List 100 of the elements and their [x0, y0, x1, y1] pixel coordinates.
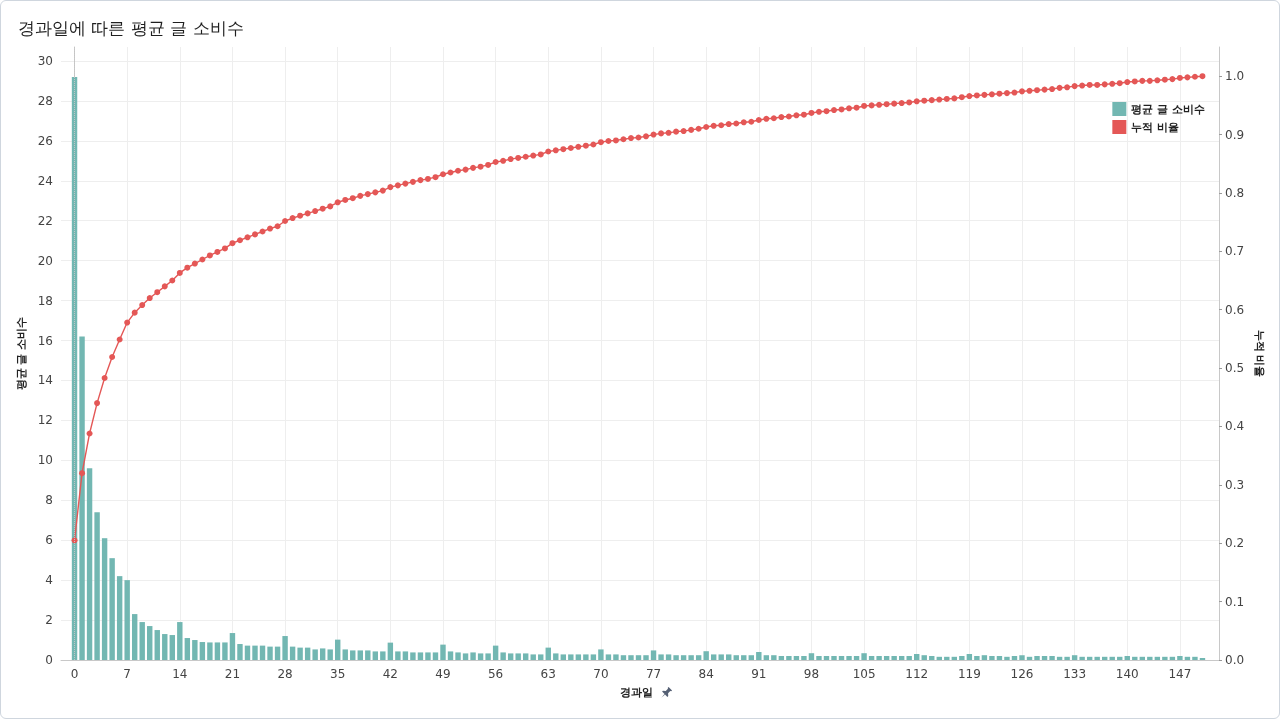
bar	[372, 651, 379, 660]
bar	[147, 626, 153, 660]
bar	[387, 642, 394, 660]
bar	[545, 647, 551, 660]
x-tick-label: 0	[70, 667, 79, 681]
bar	[763, 655, 770, 660]
bar	[222, 642, 228, 660]
bar	[1064, 656, 1070, 660]
y-tick-label: 8	[45, 493, 53, 508]
bar	[628, 655, 634, 660]
bar	[1124, 656, 1130, 660]
y-tick-label: 24	[37, 173, 53, 188]
x-tick-label: 91	[751, 667, 767, 681]
bar	[650, 650, 657, 660]
bar	[1071, 655, 1078, 660]
x-tick-label: 147	[1168, 667, 1192, 681]
bar	[748, 655, 754, 660]
bar	[568, 654, 574, 660]
bar	[553, 653, 559, 660]
legend-label: 누적 비율	[1131, 120, 1180, 134]
x-tick-label: 119	[957, 667, 981, 681]
bar	[831, 656, 837, 660]
bar	[771, 655, 777, 660]
bar	[868, 656, 875, 660]
bar	[718, 654, 724, 660]
bar	[312, 649, 318, 660]
bar	[891, 656, 897, 660]
y2-tick-label: 0.1	[1225, 594, 1245, 609]
y2-tick-label: 0.6	[1225, 302, 1245, 317]
y-tick-label: 0	[45, 653, 53, 667]
bar	[996, 656, 1003, 660]
bar	[838, 656, 845, 660]
y2-axis-title: 누적 비율	[1254, 329, 1267, 378]
y-tick-label: 10	[37, 453, 53, 468]
bar	[876, 656, 882, 660]
bar	[1192, 656, 1198, 660]
bar	[139, 622, 145, 660]
bar	[530, 654, 536, 660]
bar	[162, 634, 168, 660]
bar	[966, 654, 973, 660]
x-tick-label: 28	[277, 667, 293, 681]
bar	[207, 642, 213, 660]
bar	[695, 655, 702, 660]
bar	[665, 654, 672, 660]
bar	[470, 652, 476, 660]
bar	[440, 644, 446, 660]
bar	[402, 651, 409, 660]
bar	[816, 656, 822, 660]
bar	[380, 651, 386, 660]
bar	[1147, 656, 1153, 660]
bar	[267, 646, 273, 660]
bar	[425, 652, 431, 660]
bar	[658, 654, 664, 660]
bar	[1079, 656, 1085, 660]
bar	[154, 630, 160, 660]
bar	[101, 538, 108, 660]
y2-tick-label: 1.0	[1225, 69, 1245, 84]
bar	[192, 640, 198, 660]
x-tick-label: 84	[698, 667, 714, 681]
x-tick-label: 49	[435, 667, 451, 681]
x-tick-label: 14	[172, 667, 188, 681]
bar	[1162, 656, 1168, 660]
bar	[229, 633, 236, 660]
bar	[350, 650, 356, 660]
bar	[1094, 656, 1100, 660]
y-tick-label: 20	[37, 253, 53, 268]
x-tick-label: 126	[1010, 667, 1034, 681]
bar	[327, 649, 333, 660]
bar	[846, 656, 852, 660]
bar	[252, 645, 258, 660]
bar	[808, 653, 815, 660]
bar	[199, 642, 206, 660]
bar	[733, 655, 739, 660]
y2-tick-label: 0.8	[1225, 185, 1245, 200]
bar	[184, 638, 191, 660]
y-tick-label: 22	[37, 213, 53, 228]
bar	[304, 647, 311, 660]
y-tick-label: 28	[37, 93, 53, 108]
y-tick-label: 16	[37, 333, 53, 348]
bar	[131, 614, 138, 660]
bar	[214, 642, 221, 660]
x-tick-label: 35	[330, 667, 346, 681]
bar	[898, 656, 905, 660]
bar	[259, 645, 266, 660]
bar	[177, 622, 183, 660]
bar	[410, 652, 416, 660]
bar	[94, 512, 100, 660]
y2-tick-label: 0.7	[1225, 244, 1245, 259]
bar	[560, 654, 567, 660]
bar	[523, 653, 529, 660]
y2-tick-label: 0.5	[1225, 361, 1245, 376]
bar	[673, 655, 679, 660]
bar	[477, 653, 484, 660]
bar	[921, 655, 927, 660]
bar	[853, 656, 860, 660]
y2-tick-label: 0.3	[1225, 477, 1245, 492]
y2-tick-label: 0.2	[1225, 536, 1245, 551]
chart-title: 경과일에 따른 평균 글 소비수	[18, 17, 244, 38]
bar	[756, 652, 762, 660]
y-tick-label: 2	[45, 613, 53, 628]
